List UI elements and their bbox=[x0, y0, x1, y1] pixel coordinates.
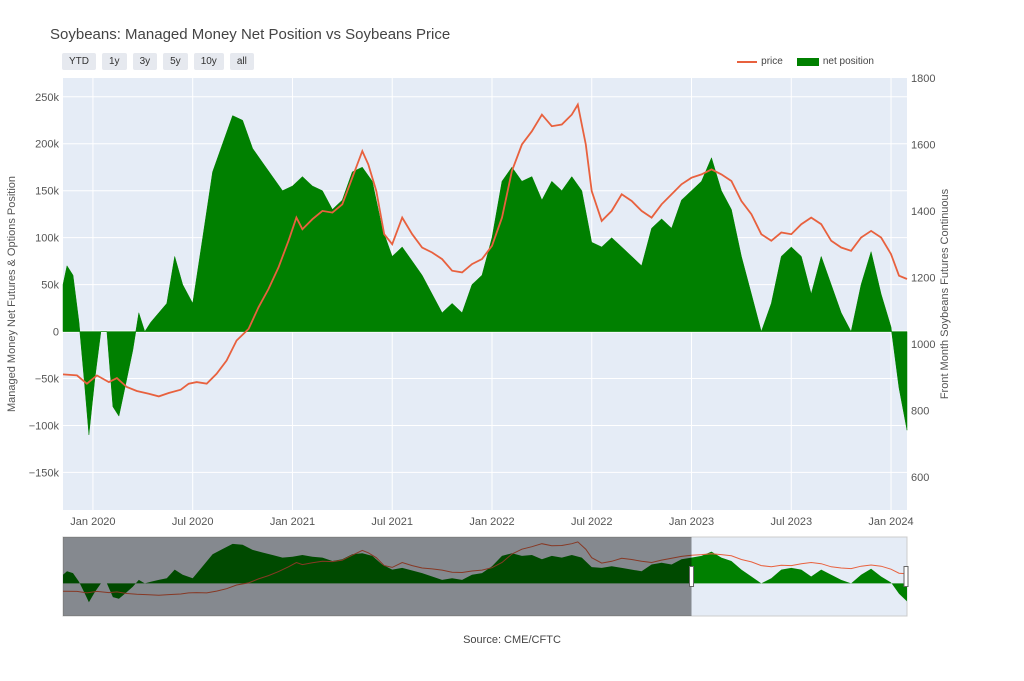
y-left-tick-label: 250k bbox=[35, 92, 59, 104]
range-button-5y[interactable]: 5y bbox=[163, 53, 188, 70]
net-position-area bbox=[62, 115, 908, 435]
y-left-tick-label: 100k bbox=[35, 233, 59, 245]
x-tick-label: Jul 2022 bbox=[571, 516, 613, 528]
slider-handle-right[interactable] bbox=[903, 566, 909, 587]
x-tick-label: Jan 2021 bbox=[270, 516, 315, 528]
legend-item-price[interactable]: price bbox=[737, 56, 783, 67]
y-left-tick-label: −100k bbox=[29, 420, 60, 432]
y-axis-left-label: Managed Money Net Futures & Options Posi… bbox=[6, 176, 18, 412]
net-position-area-layer bbox=[62, 115, 908, 435]
range-selector: YTD 1y 3y 5y 10y all bbox=[62, 53, 254, 70]
x-tick-label: Jan 2022 bbox=[469, 516, 514, 528]
x-tick-label: Jul 2020 bbox=[172, 516, 214, 528]
slider-mask-left bbox=[63, 537, 692, 616]
legend: price net position bbox=[737, 56, 874, 67]
y-left-tick-label: 0 bbox=[53, 327, 59, 339]
slider-net-position-area bbox=[63, 543, 907, 603]
y-right-tick-label: 1400 bbox=[911, 206, 935, 218]
range-button-all[interactable]: all bbox=[229, 53, 254, 70]
x-tick-label: Jul 2023 bbox=[770, 516, 812, 528]
price-line bbox=[62, 102, 908, 398]
y-right-tick-label: 800 bbox=[911, 405, 929, 417]
chart-source: Source: CME/CFTC bbox=[463, 634, 561, 646]
y-left-tick-label: 150k bbox=[35, 186, 59, 198]
legend-price-swatch bbox=[737, 60, 758, 63]
legend-net-position-label: net position bbox=[822, 56, 874, 67]
y-left-tick-label: 200k bbox=[35, 139, 59, 151]
chart-title: Soybeans: Managed Money Net Position vs … bbox=[50, 26, 451, 43]
slider-handle-left[interactable] bbox=[689, 566, 695, 587]
axis-layer: 250k 200k 150k 100k 50k 0 −50k −100k −150k 1800 16… bbox=[29, 73, 936, 528]
y-left-tick-label: 50k bbox=[41, 280, 59, 292]
y-right-tick-label: 1200 bbox=[911, 272, 935, 284]
range-button-ytd[interactable]: YTD bbox=[62, 53, 96, 70]
y-left-tick-label: −50k bbox=[35, 374, 60, 386]
y-right-tick-label: 1000 bbox=[911, 339, 935, 351]
slider-price-line bbox=[62, 541, 908, 596]
y-right-tick-label: 600 bbox=[911, 472, 929, 484]
x-tick-label: Jan 2023 bbox=[669, 516, 714, 528]
x-tick-label: Jan 2020 bbox=[70, 516, 115, 528]
legend-price-label: price bbox=[761, 56, 783, 67]
y-axis-right-label: Front Month Soybeans Futures Continuous bbox=[939, 188, 951, 399]
range-button-10y[interactable]: 10y bbox=[193, 53, 224, 70]
legend-item-net-position[interactable]: net position bbox=[796, 56, 874, 67]
range-button-3y[interactable]: 3y bbox=[132, 53, 158, 70]
range-slider[interactable] bbox=[62, 536, 909, 617]
x-tick-label: Jan 2024 bbox=[868, 516, 913, 528]
y-left-tick-label: −150k bbox=[29, 467, 60, 479]
legend-net-position-swatch bbox=[796, 57, 819, 66]
price-line-layer bbox=[62, 102, 908, 398]
y-right-tick-label: 1600 bbox=[911, 139, 935, 151]
x-tick-label: Jul 2021 bbox=[371, 516, 413, 528]
y-right-tick-label: 1800 bbox=[911, 73, 935, 85]
range-button-1y[interactable]: 1y bbox=[102, 53, 127, 70]
